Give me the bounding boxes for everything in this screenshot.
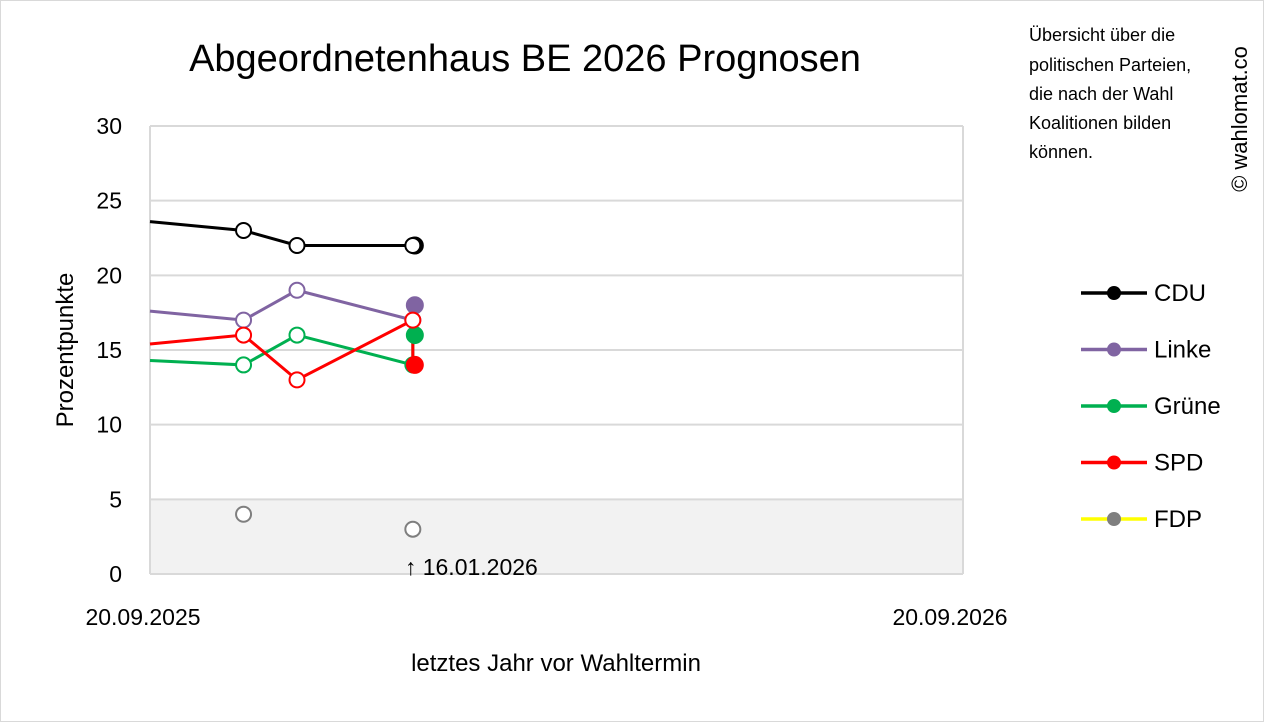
y-tick-label: 25 (96, 188, 122, 214)
current-point (405, 355, 424, 374)
data-point (404, 236, 422, 254)
x-axis-label: letztes Jahr vor Wahltermin (411, 650, 701, 677)
legend-marker (1107, 512, 1121, 526)
note-block: Übersicht über die politischen Parteien,… (1029, 25, 1191, 162)
y-tick-label: 15 (96, 337, 122, 363)
legend-label: Linke (1154, 337, 1211, 364)
note-line: können. (1029, 142, 1093, 162)
series-line-linke (149, 288, 414, 322)
legend-marker (1107, 455, 1121, 470)
y-tick-label: 10 (96, 412, 122, 438)
legend-label: FDP (1154, 506, 1202, 533)
legend-marker (1107, 342, 1121, 357)
y-tick-label: 0 (109, 561, 122, 587)
y-tick-labels: 0 5 10 15 20 25 30 (96, 113, 122, 587)
date-annotation: ↑ 16.01.2026 (405, 554, 538, 580)
note-line: politischen Parteien, (1029, 55, 1191, 75)
legend-label: SPD (1154, 450, 1203, 477)
y-tick-label: 5 (109, 486, 122, 512)
series-markers (235, 222, 424, 538)
data-point (288, 371, 306, 389)
legend-marker (1107, 286, 1121, 300)
data-point (404, 311, 422, 329)
legend-label: Grüne (1154, 393, 1221, 420)
legend-label: CDU (1154, 280, 1206, 307)
gridlines (149, 125, 964, 575)
x-end-label: 20.09.2026 (892, 604, 1007, 630)
note-line: Koalitionen bilden (1029, 113, 1171, 133)
legend-marker (1107, 399, 1121, 413)
note-line: Übersicht über die (1029, 25, 1175, 45)
threshold-band (150, 499, 963, 574)
data-point (235, 311, 253, 329)
data-point (288, 236, 306, 254)
x-start-label: 20.09.2025 (85, 604, 200, 630)
y-axis-label: Prozentpunkte (52, 273, 79, 428)
series-line-cdu (149, 220, 413, 247)
y-tick-label: 20 (96, 262, 122, 288)
chart-title: Abgeordnetenhaus BE 2026 Prognosen (189, 38, 861, 80)
data-point (404, 520, 422, 538)
current-point (405, 326, 424, 345)
current-point (405, 296, 424, 315)
data-point (235, 326, 253, 344)
note-line: die nach der Wahl (1029, 84, 1173, 104)
legend: CDU Linke Grüne SPD FDP (1081, 280, 1221, 533)
data-point (288, 281, 306, 299)
data-point (288, 326, 306, 344)
series-lines (149, 220, 415, 382)
data-point (235, 356, 253, 374)
data-point (235, 505, 253, 523)
data-point (235, 222, 253, 240)
series-line-spd (149, 318, 414, 382)
y-tick-label: 30 (96, 113, 122, 139)
copyright-text: © wahlomat.co (1227, 46, 1252, 192)
